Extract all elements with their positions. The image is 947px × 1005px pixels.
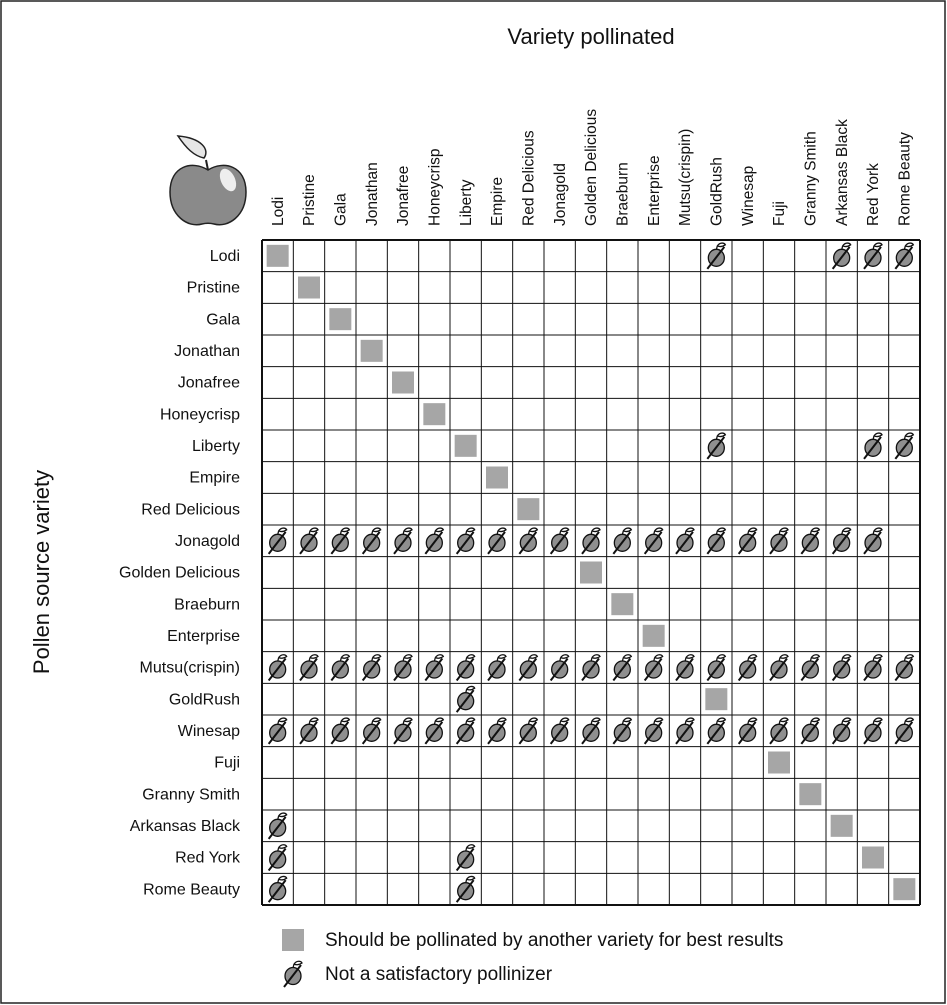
self-cell [517,498,539,520]
row-label: Enterprise [167,628,240,645]
y-label: Pollen source variety [29,470,54,674]
row-label: GoldRush [169,691,240,708]
self-cell [361,340,383,362]
self-cell [611,593,633,615]
row-label: Golden Delicious [119,565,240,582]
self-cell [423,403,445,425]
row-label: Red York [175,850,241,867]
row-label: Honeycrisp [160,406,240,423]
row-label: Fuji [214,755,240,772]
legend-label: Should be pollinated by another variety … [325,930,783,951]
column-label: Enterprise [646,155,663,226]
row-label: Liberty [192,438,240,455]
row-label: Pristine [187,280,240,297]
self-cell [862,847,884,869]
column-label: Pristine [301,174,318,226]
column-label: Fuji [771,201,788,226]
self-cell [768,752,790,774]
column-label: Gala [332,193,349,226]
row-label: Rome Beauty [143,881,240,898]
legend-symbol [282,929,304,951]
self-cell [392,372,414,394]
row-label: Jonafree [178,375,240,392]
pollination-chart: Variety pollinated Pollen source variety… [0,0,947,1005]
column-label: Liberty [458,179,475,226]
self-cell [329,308,351,330]
title: Variety pollinated [507,24,674,49]
self-cell [831,815,853,837]
column-label: Red Delicious [520,130,537,226]
column-label: Empire [489,177,506,226]
self-cell [486,467,508,489]
row-label: Lodi [210,248,240,265]
column-label: Winesap [740,166,757,226]
column-label: Jonathan [364,162,381,226]
legend-label: Not a satisfactory pollinizer [325,964,553,985]
self-cell [267,245,289,267]
row-label: Arkansas Black [130,818,241,835]
row-label: Braeburn [174,596,240,613]
column-label: Mutsu(crispin) [677,129,694,226]
self-cell [799,783,821,805]
self-cell [893,878,915,900]
column-label: Golden Delicious [583,109,600,226]
row-label: Empire [189,470,240,487]
column-label: Rome Beauty [896,132,913,226]
row-label: Mutsu(crispin) [140,660,240,677]
row-label: Jonathan [174,343,240,360]
self-cell [705,688,727,710]
column-label: Arkansas Black [834,119,851,226]
row-label: Winesap [178,723,240,740]
column-label: Lodi [270,197,287,226]
column-label: Granny Smith [802,131,819,226]
self-cell [643,625,665,647]
row-label: Granny Smith [142,786,240,803]
self-cell [298,277,320,299]
self-cell [455,435,477,457]
column-label: Jonagold [552,163,569,226]
row-label: Red Delicious [141,501,240,518]
column-label: Jonafree [395,166,412,226]
column-label: GoldRush [708,157,725,226]
row-label: Jonagold [175,533,240,550]
row-label: Gala [206,311,240,328]
column-label: Red York [865,163,882,226]
column-label: Braeburn [614,162,631,226]
column-label: Honeycrisp [426,148,443,226]
self-cell [580,562,602,584]
